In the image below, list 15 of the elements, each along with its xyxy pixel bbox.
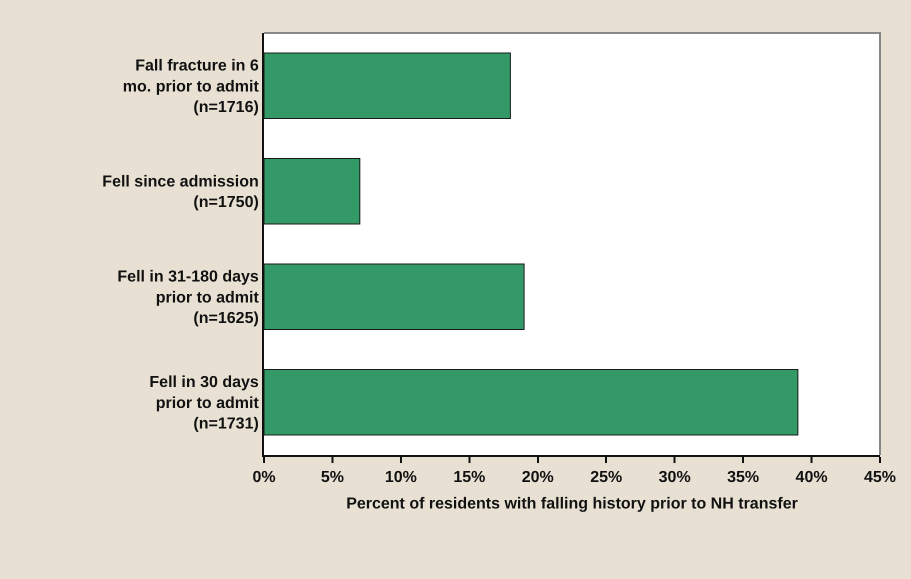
x-tick-label: 10% [384,469,417,486]
x-axis-title: Percent of residents with falling history prior to NH transfer [346,495,798,512]
x-tick-label: 35% [727,469,760,486]
x-tick-label: 40% [796,469,828,486]
y-tick-label: Fall fracture in 6 mo. prior to admit (n=1716) [122,58,260,116]
y-tick-label: Fell in 31-180 days prior to admit (n=1625) [117,268,260,328]
x-tick-label: 0% [252,469,276,486]
x-tick-label: 30% [658,469,691,486]
x-tick-label: 25% [590,469,622,486]
x-tick-label: 5% [320,469,344,486]
y-tick-label: Fell since admission (n=1750) [102,173,259,212]
x-tick-label: 15% [453,469,486,486]
x-tick-label: 45% [864,469,896,486]
x-tick-label: 20% [522,469,554,486]
y-tick-label: Fell in 30 days prior to admit (n=1731) [149,374,260,433]
